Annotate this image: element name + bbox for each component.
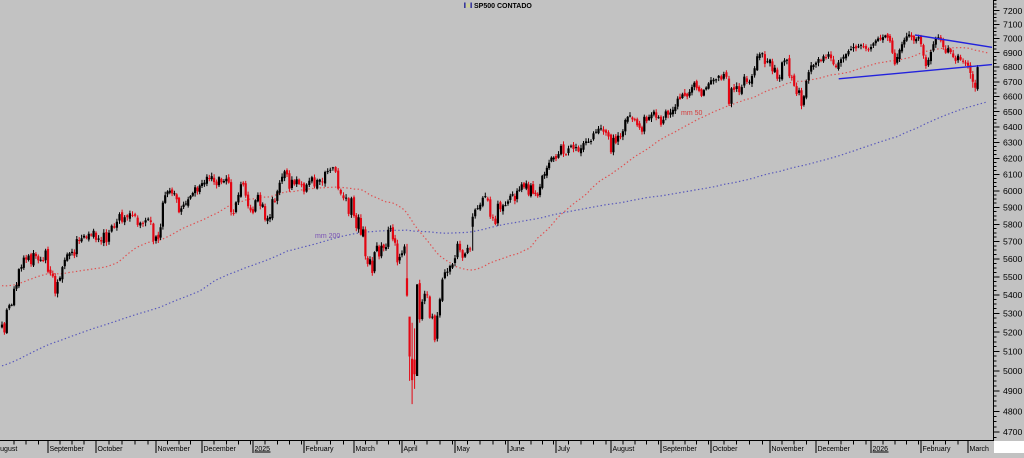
svg-text:6600: 6600 xyxy=(1003,92,1022,102)
svg-text:6500: 6500 xyxy=(1003,107,1022,117)
svg-text:6300: 6300 xyxy=(1003,138,1022,148)
svg-text:mm 50: mm 50 xyxy=(681,110,703,117)
svg-text:February: February xyxy=(306,446,335,453)
svg-text:5900: 5900 xyxy=(1003,203,1022,213)
svg-text:5500: 5500 xyxy=(1003,272,1022,282)
svg-text:December: December xyxy=(204,446,237,453)
svg-text:5600: 5600 xyxy=(1003,254,1022,264)
svg-text:6200: 6200 xyxy=(1003,154,1022,164)
svg-text:6800: 6800 xyxy=(1003,62,1022,72)
svg-text:2025: 2025 xyxy=(255,446,271,453)
svg-text:August: August xyxy=(0,446,17,453)
svg-text:March: March xyxy=(356,446,376,453)
svg-text:6400: 6400 xyxy=(1003,122,1022,132)
svg-text:December: December xyxy=(818,446,851,453)
svg-text:5300: 5300 xyxy=(1003,309,1022,319)
svg-text:November: November xyxy=(772,446,805,453)
svg-text:7200: 7200 xyxy=(1003,6,1022,16)
svg-text:July: July xyxy=(558,446,571,453)
svg-text:5400: 5400 xyxy=(1003,290,1022,300)
svg-text:October: October xyxy=(98,446,124,453)
svg-text:5700: 5700 xyxy=(1003,237,1022,247)
svg-text:7100: 7100 xyxy=(1003,20,1022,30)
svg-text:November: November xyxy=(158,446,191,453)
svg-text:August: August xyxy=(613,446,635,453)
svg-text:4800: 4800 xyxy=(1003,406,1022,416)
svg-text:June: June xyxy=(510,446,525,453)
svg-text:4900: 4900 xyxy=(1003,386,1022,396)
svg-text:6100: 6100 xyxy=(1003,170,1022,180)
svg-text:February: February xyxy=(923,446,952,453)
svg-text:October: October xyxy=(713,446,739,453)
svg-text:4700: 4700 xyxy=(1003,427,1022,437)
svg-text:March: March xyxy=(970,446,990,453)
svg-text:SP500 CONTADO: SP500 CONTADO xyxy=(474,3,532,10)
svg-text:May: May xyxy=(457,446,471,453)
svg-text:7000: 7000 xyxy=(1003,34,1022,44)
svg-text:6700: 6700 xyxy=(1003,77,1022,87)
svg-text:5200: 5200 xyxy=(1003,327,1022,337)
svg-text:September: September xyxy=(663,446,698,453)
svg-text:6000: 6000 xyxy=(1003,186,1022,196)
svg-text:April: April xyxy=(404,446,418,453)
svg-text:6900: 6900 xyxy=(1003,48,1022,58)
svg-text:mm 200: mm 200 xyxy=(315,233,340,240)
svg-text:5100: 5100 xyxy=(1003,347,1022,357)
svg-text:2026: 2026 xyxy=(873,446,889,453)
svg-text:5800: 5800 xyxy=(1003,219,1022,229)
svg-text:5000: 5000 xyxy=(1003,366,1022,376)
svg-text:September: September xyxy=(50,446,85,453)
